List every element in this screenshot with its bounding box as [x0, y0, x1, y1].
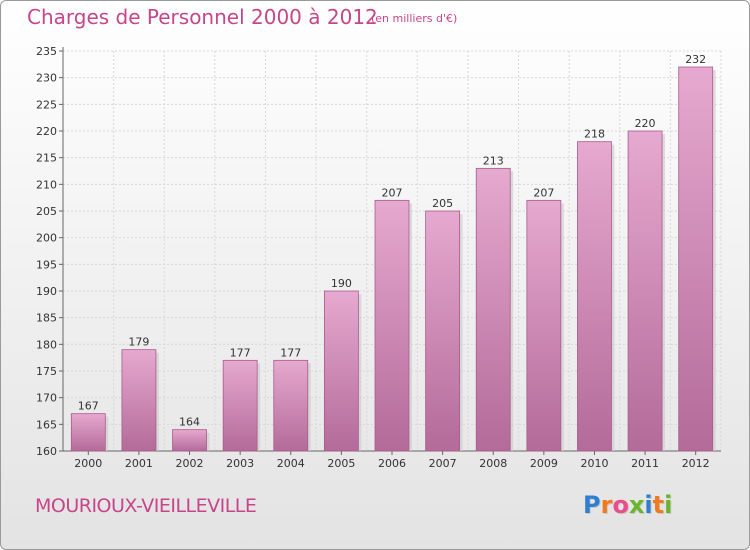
- x-tick-label: 2012: [682, 457, 710, 470]
- y-tick-label: 170: [36, 392, 57, 405]
- bar: [678, 66, 714, 452]
- bar-value-label: 207: [382, 186, 403, 199]
- x-tick-label: 2002: [176, 457, 204, 470]
- x-tick-label: 2003: [226, 457, 254, 470]
- y-tick-label: 210: [36, 178, 57, 191]
- y-tick-label: 175: [36, 365, 57, 378]
- y-tick-label: 190: [36, 285, 57, 298]
- x-tick-label: 2010: [580, 457, 608, 470]
- bar-value-label: 218: [584, 128, 605, 141]
- x-tick-label: 2000: [74, 457, 102, 470]
- y-tick-label: 215: [36, 152, 57, 165]
- bar: [577, 141, 612, 452]
- bars: [70, 66, 716, 452]
- logo-letter: r: [600, 491, 613, 519]
- logo-letter: x: [628, 491, 645, 519]
- bar-value-label: 164: [179, 416, 200, 429]
- x-tick-label: 2004: [277, 457, 305, 470]
- bar: [475, 167, 511, 452]
- logo-letter: i: [644, 491, 653, 519]
- y-tick-label: 195: [36, 258, 57, 271]
- bar-value-label: 190: [331, 277, 352, 290]
- y-tick-label: 225: [36, 98, 57, 111]
- chart-subtitle: (en milliers d'€): [371, 12, 458, 25]
- bar-value-label: 220: [635, 117, 656, 130]
- logo-letter: P: [583, 491, 601, 519]
- bar-value-label: 179: [128, 336, 149, 349]
- bar: [172, 429, 207, 452]
- bar: [526, 199, 562, 452]
- bar: [222, 359, 258, 452]
- x-tick-label: 2005: [327, 457, 355, 470]
- bar-value-label: 205: [432, 197, 453, 210]
- x-tick-label: 2009: [530, 457, 558, 470]
- x-tick-label: 2001: [125, 457, 153, 470]
- x-tick-label: 2007: [429, 457, 457, 470]
- y-tick-label: 235: [36, 45, 57, 58]
- bar-value-label: 207: [533, 186, 554, 199]
- bar: [425, 210, 461, 452]
- y-tick-label: 200: [36, 232, 57, 245]
- bar-value-label: 177: [280, 346, 301, 359]
- logo-letter: t: [652, 491, 665, 519]
- y-tick-label: 180: [36, 338, 57, 351]
- x-tick-label: 2006: [378, 457, 406, 470]
- bar: [273, 359, 309, 452]
- bar-value-label: 167: [78, 400, 99, 413]
- y-tick-label: 165: [36, 418, 57, 431]
- x-tick-label: 2011: [631, 457, 659, 470]
- bar-value-label: 213: [483, 154, 504, 167]
- y-tick-label: 160: [36, 445, 57, 458]
- labels: 160 165 170 175 180 185 190 195 200 205 210 215 220 2…: [36, 45, 710, 470]
- bar: [627, 130, 663, 452]
- bar: [70, 413, 106, 452]
- proxiti-logo[interactable]: Proxiti: [583, 491, 672, 519]
- y-tick-label: 205: [36, 205, 57, 218]
- y-tick-label: 230: [36, 72, 57, 85]
- x-tick-label: 2008: [479, 457, 507, 470]
- bar: [323, 290, 359, 452]
- bar: [121, 349, 157, 452]
- logo-letter: i: [664, 491, 673, 519]
- bar-value-label: 232: [685, 53, 706, 66]
- logo-letter: o: [612, 491, 629, 519]
- y-tick-label: 220: [36, 125, 57, 138]
- bar: [374, 199, 410, 452]
- commune-name: MOURIOUX-VIEILLEVILLE: [35, 495, 257, 517]
- y-tick-label: 185: [36, 312, 57, 325]
- bar-value-label: 177: [230, 346, 251, 359]
- chart-title: Charges de Personnel 2000 à 2012: [27, 5, 378, 29]
